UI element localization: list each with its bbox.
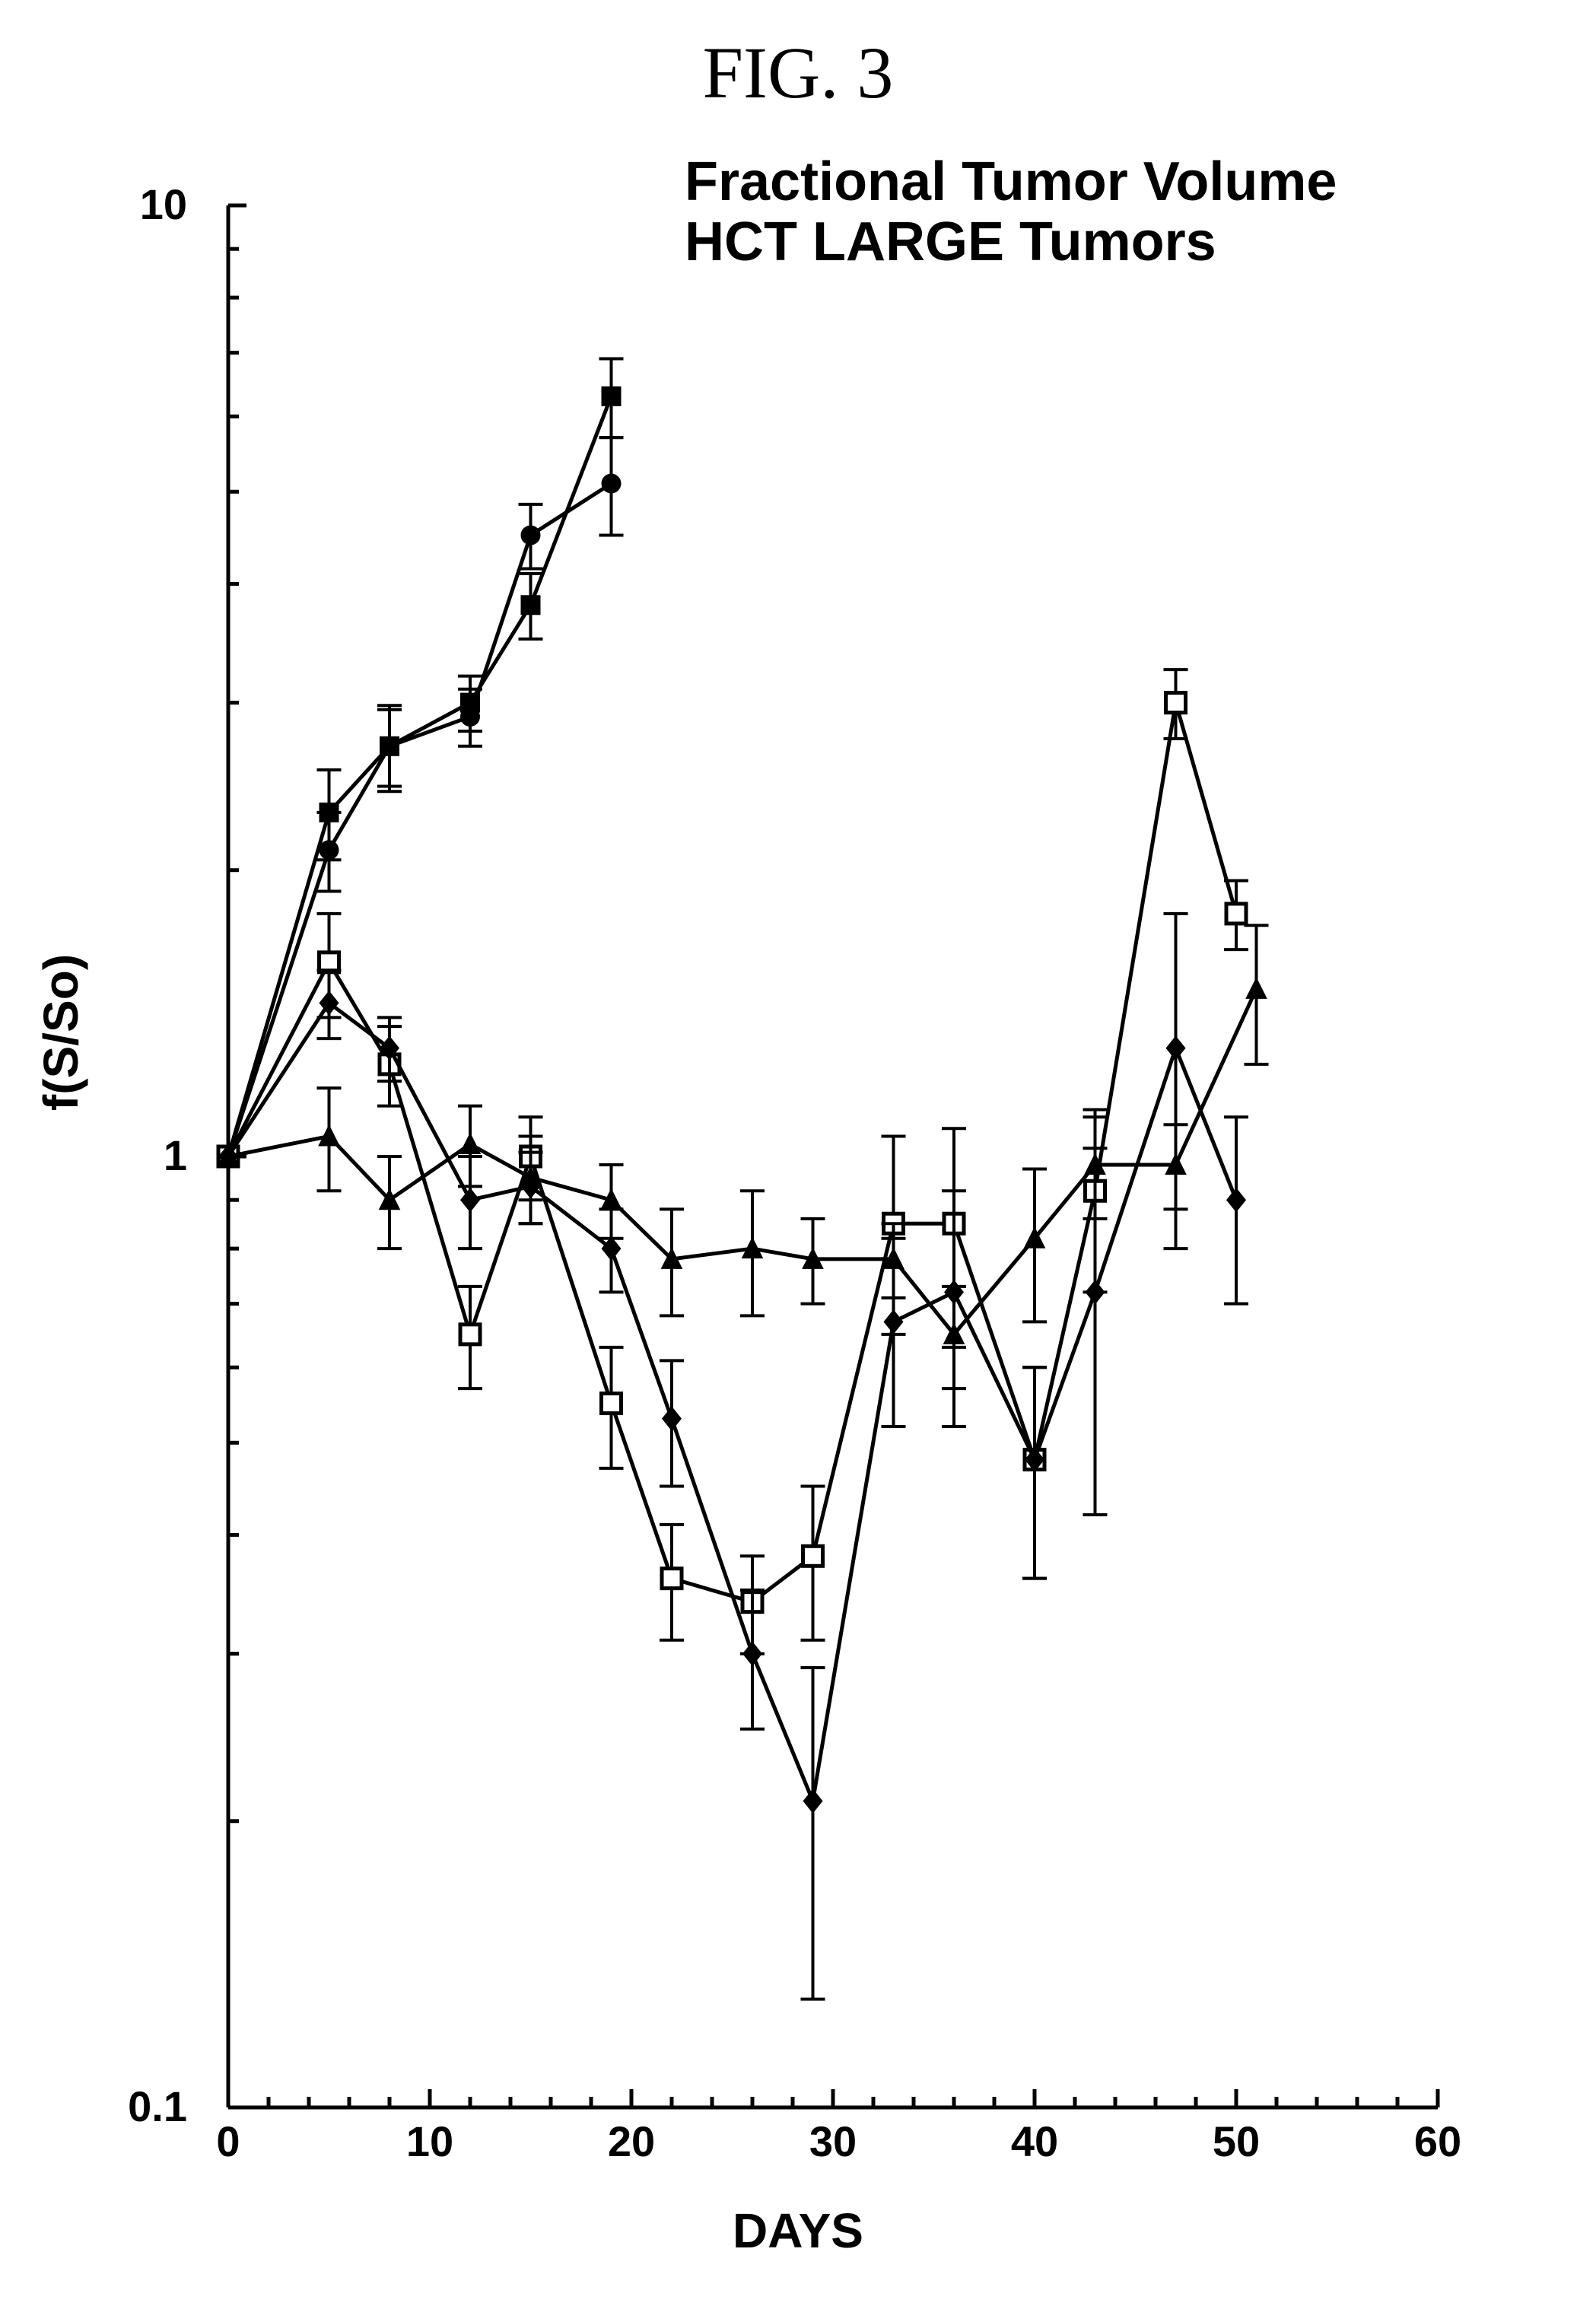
figure-label: FIG. 3 bbox=[0, 30, 1596, 115]
chart-plot-area bbox=[198, 190, 1476, 2138]
x-tick-label: 20 bbox=[601, 2117, 662, 2166]
y-tick-label: 1 bbox=[164, 1131, 187, 1180]
x-tick-label: 10 bbox=[399, 2117, 460, 2166]
page: FIG. 3 Fractional Tumor Volume HCT LARGE… bbox=[0, 0, 1596, 2322]
x-tick-label: 60 bbox=[1407, 2117, 1468, 2166]
y-tick-label: 10 bbox=[140, 180, 187, 229]
x-axis-label: DAYS bbox=[0, 2203, 1596, 2259]
x-tick-label: 40 bbox=[1004, 2117, 1065, 2166]
y-tick-label: 0.1 bbox=[128, 2082, 187, 2131]
y-axis-label: f(S/So) bbox=[33, 954, 89, 1111]
x-tick-label: 30 bbox=[803, 2117, 863, 2166]
x-tick-label: 0 bbox=[198, 2117, 259, 2166]
x-tick-label: 50 bbox=[1206, 2117, 1267, 2166]
